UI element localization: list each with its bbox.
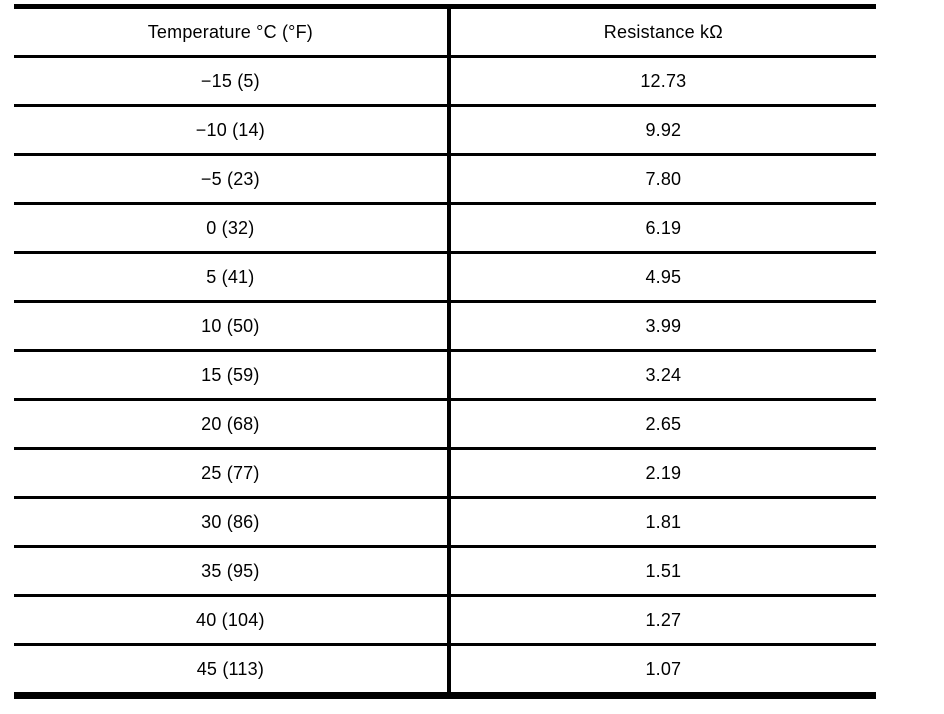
table-row: 45 (113) 1.07 <box>14 644 876 697</box>
resistance-cell: 1.27 <box>448 595 876 646</box>
temperature-cell: 40 (104) <box>14 595 451 646</box>
temperature-cell: 0 (32) <box>14 203 451 254</box>
resistance-cell: 7.80 <box>448 154 876 205</box>
table-row: 20 (68) 2.65 <box>14 399 876 450</box>
column-header-temperature: Temperature °C (°F) <box>14 6 451 58</box>
resistance-cell: 3.99 <box>448 301 876 352</box>
temperature-cell: 45 (113) <box>14 644 451 697</box>
table-row: 5 (41) 4.95 <box>14 252 876 303</box>
resistance-cell: 6.19 <box>448 203 876 254</box>
resistance-cell: 1.07 <box>448 644 876 697</box>
resistance-cell: 12.73 <box>448 56 876 107</box>
temperature-cell: 20 (68) <box>14 399 451 450</box>
table-body: −15 (5) 12.73 −10 (14) 9.92 −5 (23) 7.80 0 (32… <box>14 56 876 697</box>
temperature-resistance-table-wrap: Temperature °C (°F) Resistance kΩ −15 (5… <box>14 4 876 699</box>
table-row: 35 (95) 1.51 <box>14 546 876 597</box>
table-row: 10 (50) 3.99 <box>14 301 876 352</box>
table-row: −10 (14) 9.92 <box>14 105 876 156</box>
temperature-cell: −10 (14) <box>14 105 451 156</box>
resistance-cell: 1.81 <box>448 497 876 548</box>
resistance-cell: 2.65 <box>448 399 876 450</box>
temperature-cell: 5 (41) <box>14 252 451 303</box>
resistance-cell: 9.92 <box>448 105 876 156</box>
temperature-cell: 10 (50) <box>14 301 451 352</box>
table-row: −5 (23) 7.80 <box>14 154 876 205</box>
resistance-cell: 4.95 <box>448 252 876 303</box>
temperature-cell: 25 (77) <box>14 448 451 499</box>
table-row: 0 (32) 6.19 <box>14 203 876 254</box>
resistance-cell: 2.19 <box>448 448 876 499</box>
temperature-cell: 35 (95) <box>14 546 451 597</box>
table-row: 15 (59) 3.24 <box>14 350 876 401</box>
temperature-cell: 30 (86) <box>14 497 451 548</box>
table-row: 30 (86) 1.81 <box>14 497 876 548</box>
table-row: 40 (104) 1.27 <box>14 595 876 646</box>
table-header: Temperature °C (°F) Resistance kΩ <box>14 6 876 58</box>
temperature-cell: 15 (59) <box>14 350 451 401</box>
table-row: −15 (5) 12.73 <box>14 56 876 107</box>
temperature-resistance-table: Temperature °C (°F) Resistance kΩ −15 (5… <box>14 4 876 699</box>
column-header-resistance: Resistance kΩ <box>448 6 876 58</box>
temperature-cell: −15 (5) <box>14 56 451 107</box>
temperature-cell: −5 (23) <box>14 154 451 205</box>
resistance-cell: 3.24 <box>448 350 876 401</box>
table-row: 25 (77) 2.19 <box>14 448 876 499</box>
resistance-cell: 1.51 <box>448 546 876 597</box>
header-row: Temperature °C (°F) Resistance kΩ <box>14 6 876 58</box>
